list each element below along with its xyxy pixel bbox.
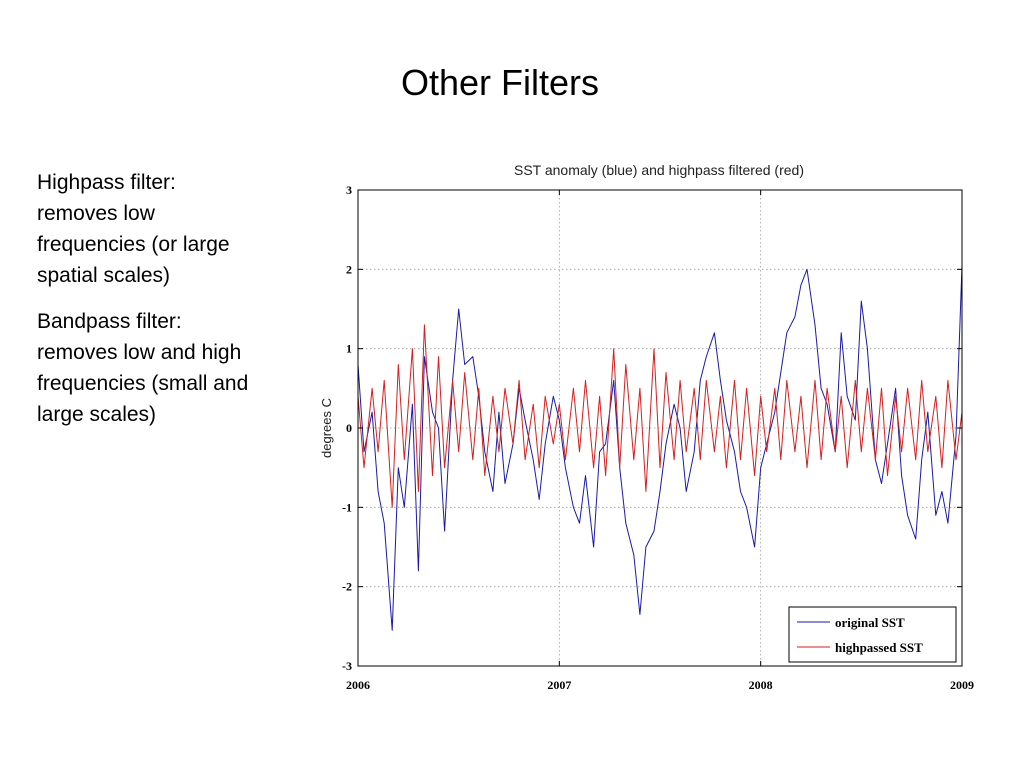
y-axis-ticks: 3 2 1 0 -1 -2 -3: [342, 183, 962, 673]
bullet-line: frequencies (or large: [37, 233, 230, 256]
y-axis-label: degrees C: [319, 398, 334, 458]
series-line-original-sst: [357, 265, 963, 631]
y-tick-label: 1: [346, 342, 352, 356]
highpass-description: Highpass filter: removes low frequencies…: [37, 167, 307, 291]
legend: original SST highpassed SST: [788, 606, 957, 663]
chart-title: SST anomaly (blue) and highpass filtered…: [514, 162, 804, 178]
y-tick-label: -1: [342, 500, 352, 514]
legend-box: [788, 606, 957, 663]
bullet-line: spatial scales): [37, 264, 171, 287]
bullet-list: Highpass filter: removes low frequencies…: [37, 167, 307, 445]
slide-title-text: Other Filters: [400, 62, 600, 103]
x-axis-ticks: 2006 2007 2008 2009: [346, 190, 974, 692]
chart-series: [357, 265, 963, 631]
legend-label-highpassed: highpassed SST: [835, 640, 923, 655]
bullet-line: removes low and high: [37, 341, 242, 364]
chart-grid: [358, 190, 962, 666]
x-tick-label: 2007: [547, 678, 571, 692]
y-tick-label: 2: [346, 262, 352, 276]
y-tick-label: -2: [342, 580, 352, 594]
series-line-highpassed-sst: [357, 324, 963, 508]
bullet-line: removes low: [37, 202, 155, 225]
y-tick-label: -3: [342, 659, 352, 673]
y-tick-label: 0: [346, 421, 352, 435]
x-tick-label: 2009: [950, 678, 974, 692]
bullet-line: Bandpass filter:: [37, 310, 182, 333]
y-tick-label: 3: [346, 183, 352, 197]
x-tick-label: 2008: [749, 678, 773, 692]
x-tick-label: 2006: [346, 678, 370, 692]
bullet-line: frequencies (small and: [37, 372, 249, 395]
slide-title: Other Filters: [0, 62, 1000, 104]
bandpass-description: Bandpass filter: removes low and high fr…: [37, 306, 307, 430]
bullet-line: large scales): [37, 403, 157, 426]
bullet-line: Highpass filter:: [37, 171, 176, 194]
legend-label-original: original SST: [835, 615, 905, 630]
